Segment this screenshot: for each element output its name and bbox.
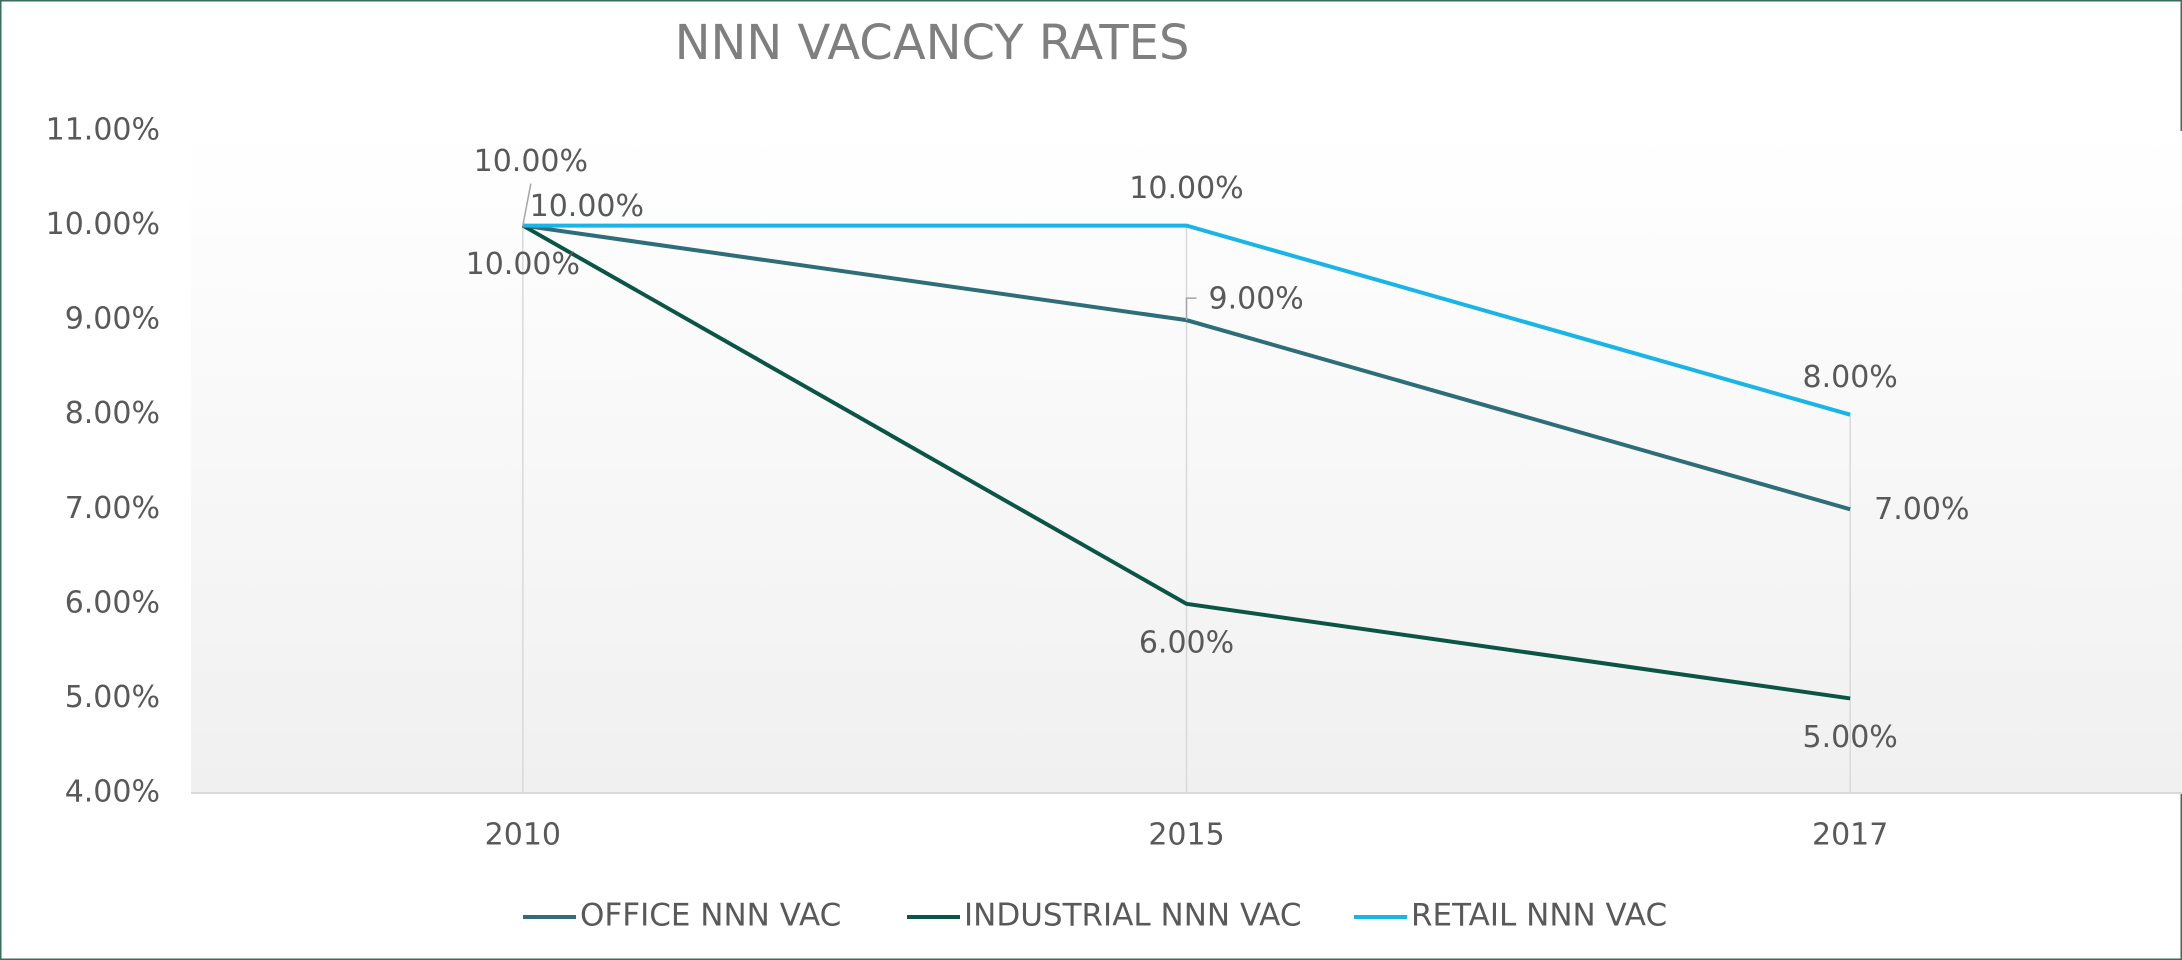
y-tick-label: 9.00% — [65, 302, 160, 337]
data-label: 10.00% — [530, 189, 644, 224]
data-label: 9.00% — [1209, 282, 1304, 317]
chart-title: NNN VACANCY RATES — [675, 15, 1190, 71]
y-tick-label: 10.00% — [46, 207, 160, 242]
data-label: 7.00% — [1874, 492, 1969, 527]
y-tick-label: 8.00% — [65, 396, 160, 431]
data-label: 6.00% — [1139, 625, 1234, 660]
y-tick-label: 5.00% — [65, 680, 160, 715]
data-label: 8.00% — [1803, 360, 1898, 395]
leader-line — [522, 183, 532, 226]
x-tick-label: 2010 — [485, 818, 561, 853]
x-tick-label: 2017 — [1812, 818, 1888, 853]
leader-line — [1185, 297, 1197, 321]
data-label: 10.00% — [1129, 171, 1243, 206]
data-label: 5.00% — [1803, 720, 1898, 755]
legend-label: OFFICE NNN VAC — [580, 898, 841, 934]
y-tick-label: 6.00% — [65, 585, 160, 620]
y-tick-label: 7.00% — [65, 491, 160, 526]
legend-label: RETAIL NNN VAC — [1411, 898, 1667, 934]
legend-label: INDUSTRIAL NNN VAC — [964, 898, 1301, 934]
y-tick-label: 4.00% — [65, 775, 160, 810]
data-label: 10.00% — [474, 144, 588, 179]
series-line — [521, 223, 1851, 701]
data-label: 10.00% — [466, 247, 580, 282]
series-line — [522, 223, 1851, 417]
y-tick-label: 11.00% — [46, 113, 160, 148]
x-tick-label: 2015 — [1148, 818, 1224, 853]
